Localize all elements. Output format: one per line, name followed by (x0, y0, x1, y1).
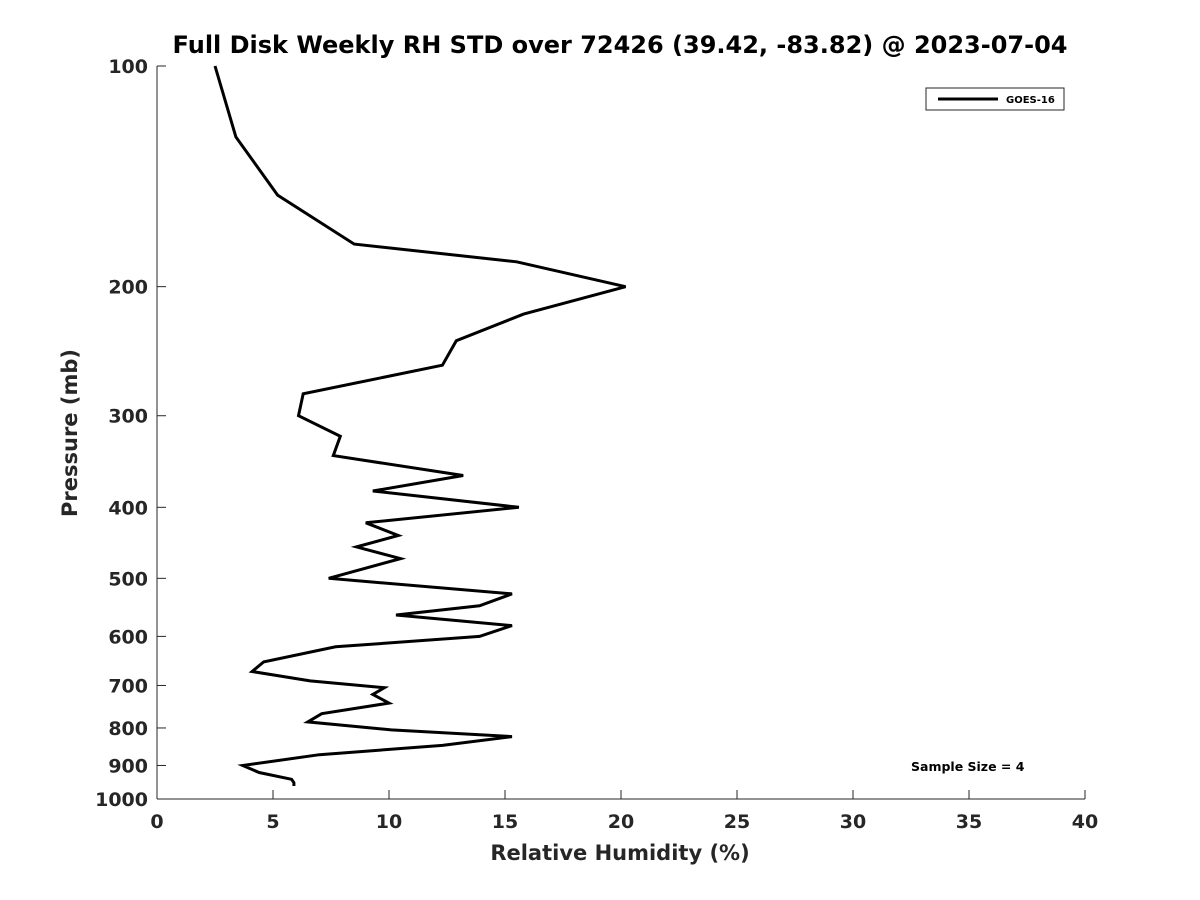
x-tick-label: 5 (266, 811, 279, 833)
plot-area (156, 66, 1085, 800)
y-tick-label: 900 (108, 755, 148, 777)
y-tick-label: 300 (108, 406, 148, 428)
legend: GOES-16 (925, 87, 1065, 111)
y-tick-label: 100 (108, 56, 148, 78)
x-tick-label: 30 (840, 811, 866, 833)
y-tick-label: 200 (108, 277, 148, 299)
x-tick-label: 40 (1072, 811, 1098, 833)
legend-label-goes-16: GOES-16 (1006, 95, 1055, 106)
x-tick-label: 25 (724, 811, 750, 833)
x-tick-label: 10 (376, 811, 402, 833)
x-tick-label: 0 (150, 811, 163, 833)
series-line-goes-16 (213, 65, 626, 786)
x-axis-label: Relative Humidity (%) (490, 841, 749, 865)
x-tick-label: 15 (492, 811, 518, 833)
y-tick-label: 800 (108, 718, 148, 740)
y-tick-label: 700 (108, 675, 148, 697)
sample-size-annotation: Sample Size = 4 (911, 759, 1025, 774)
y-tick-label: 400 (108, 497, 148, 519)
y-tick-label: 500 (108, 568, 148, 590)
x-tick-label: 20 (608, 811, 634, 833)
y-tick-label: 600 (108, 626, 148, 648)
x-axis: 0 5 10 15 20 25 30 35 40 (150, 790, 1098, 833)
y-tick-label: 1000 (95, 789, 148, 811)
y-axis-label: Pressure (mb) (58, 349, 82, 517)
x-tick-label: 35 (956, 811, 982, 833)
series-layer (213, 65, 626, 786)
chart-title: Full Disk Weekly RH STD over 72426 (39.4… (173, 31, 1068, 59)
y-axis: 100 200 300 400 500 600 700 800 900 1000 (95, 56, 166, 811)
